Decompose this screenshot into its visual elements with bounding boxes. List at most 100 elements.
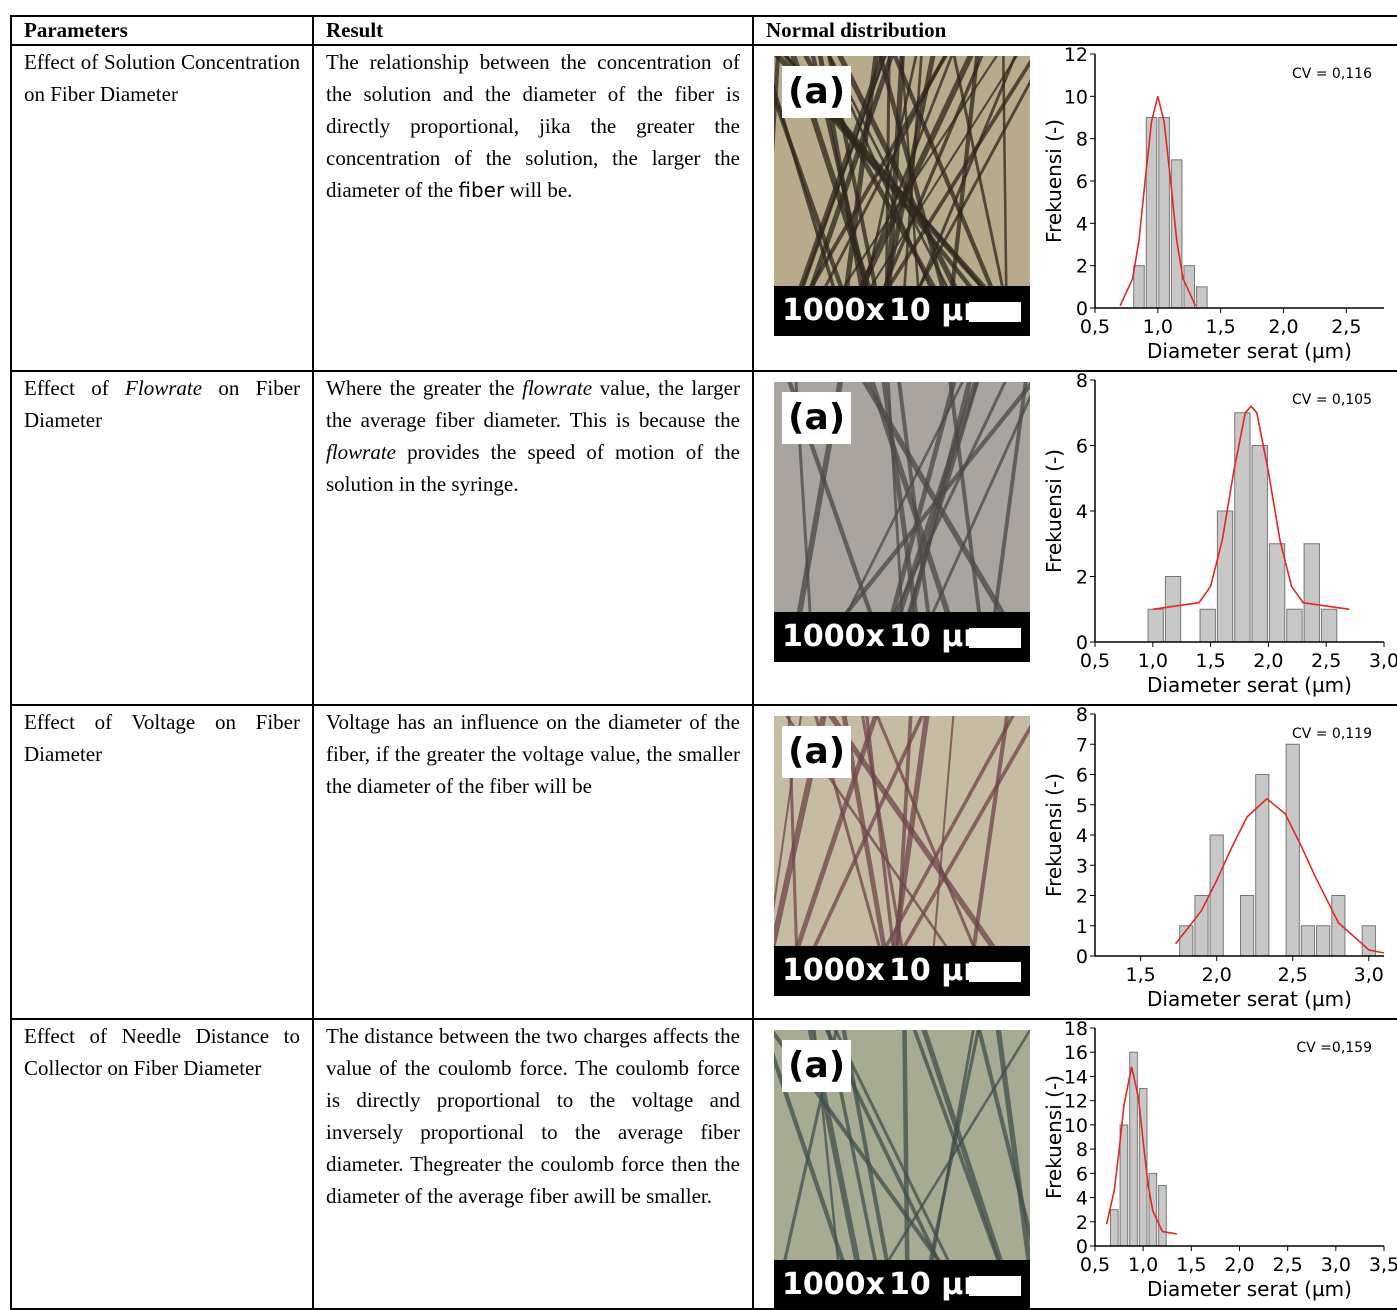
result-text: will be. (504, 178, 572, 202)
x-tick-label: 2,5 (1278, 964, 1308, 986)
bar (1252, 446, 1267, 643)
x-tick-label: 1,0 (1143, 316, 1173, 338)
scale-bar-strip: 1000x10 µm (774, 286, 1030, 336)
y-tick-label: 12 (1064, 46, 1088, 66)
y-tick-label: 8 (1076, 129, 1088, 151)
header: Normal distribution (753, 16, 1397, 45)
result-text: flowrate (326, 440, 396, 464)
bar (1130, 1052, 1138, 1246)
parameter-text: Effect of (24, 376, 125, 400)
x-tick-label: 1,5 (1206, 316, 1236, 338)
row: Effect of Needle Distance to Collector o… (11, 1019, 1397, 1309)
bar (1217, 511, 1232, 642)
bar (1195, 896, 1208, 957)
bar (1287, 609, 1302, 642)
x-tick-label: 1,0 (1128, 1254, 1158, 1276)
result-text: Where the greater the (326, 376, 522, 400)
result-cell: The relationship between the concentrati… (313, 45, 753, 371)
bar (1197, 287, 1208, 308)
y-tick-label: 8 (1076, 706, 1088, 726)
x-tick-label: 2,0 (1268, 316, 1298, 338)
magnification: 1000x (782, 286, 885, 336)
y-tick-label: 4 (1076, 213, 1088, 235)
y-tick-label: 2 (1076, 1212, 1088, 1234)
y-tick-label: 10 (1064, 1115, 1088, 1137)
x-axis-label: Diameter serat (µm) (1147, 339, 1352, 363)
x-tick-label: 2,5 (1331, 316, 1361, 338)
figure-cell: (a)1000x10 µm024680,51,01,52,02,53,0Diam… (753, 371, 1397, 705)
x-tick-label: 3,0 (1369, 650, 1397, 672)
bar (1321, 609, 1336, 642)
magnification: 1000x (782, 946, 885, 996)
magnification: 1000x (782, 612, 885, 662)
y-tick-label: 16 (1064, 1042, 1088, 1064)
bar (1165, 577, 1180, 643)
histogram: 0246810120,51,01,52,02,5Diameter serat (… (1039, 46, 1397, 370)
bar (1241, 896, 1254, 957)
x-tick-label: 1,5 (1195, 650, 1225, 672)
y-tick-label: 12 (1064, 1091, 1088, 1113)
y-tick-label: 1 (1076, 916, 1088, 938)
parameter-text: Effect of Voltage on Fiber Diameter (24, 710, 300, 766)
panel-label: (a) (782, 1040, 851, 1092)
y-tick-label: 8 (1076, 1139, 1088, 1161)
bar (1159, 118, 1170, 309)
parameter-text: Effect of Needle Distance to Collector o… (24, 1024, 300, 1080)
bar (1317, 926, 1330, 956)
x-tick-label: 2,0 (1202, 964, 1232, 986)
y-tick-label: 10 (1064, 86, 1088, 108)
x-tick-label: 0,5 (1080, 650, 1110, 672)
y-tick-label: 14 (1064, 1066, 1088, 1088)
y-tick-label: 6 (1076, 436, 1088, 458)
result-text: flowrate (522, 376, 592, 400)
row: Effect of Solution Concentration on Fibe… (11, 45, 1397, 371)
result-cell: Voltage has an influence on the diameter… (313, 705, 753, 1019)
panel-label: (a) (782, 66, 851, 118)
result-text: fiber (458, 178, 504, 202)
cv-annotation: CV =0,159 (1296, 1040, 1372, 1056)
result-text: The distance between the two charges aff… (326, 1024, 740, 1208)
scale-bar (969, 302, 1021, 322)
y-tick-label: 6 (1076, 171, 1088, 193)
x-tick-label: 2,0 (1253, 650, 1283, 672)
micrograph: (a)1000x10 µm (774, 716, 1030, 996)
x-tick-label: 3,5 (1369, 1254, 1397, 1276)
scale-bar (969, 1276, 1021, 1296)
x-tick-label: 2,0 (1224, 1254, 1254, 1276)
y-tick-label: 2 (1076, 886, 1088, 908)
parameter-cell: Effect of Solution Concentration on Fibe… (11, 45, 313, 371)
y-axis-label: Frekuensi (-) (1042, 1075, 1066, 1199)
y-tick-label: 3 (1076, 855, 1088, 877)
parameter-text: Flowrate (125, 376, 202, 400)
result-cell: The distance between the two charges aff… (313, 1019, 753, 1309)
x-tick-label: 3,0 (1354, 964, 1384, 986)
cv-annotation: CV = 0,105 (1292, 392, 1372, 408)
x-tick-label: 1,5 (1126, 964, 1156, 986)
y-axis-label: Frekuensi (-) (1042, 773, 1066, 897)
y-tick-label: 4 (1076, 825, 1088, 847)
parameter-cell: Effect of Flowrate on Fiber Diameter (11, 371, 313, 705)
x-axis-label: Diameter serat (µm) (1147, 673, 1352, 697)
y-tick-label: 5 (1076, 795, 1088, 817)
x-axis-label: Diameter serat (µm) (1147, 1277, 1352, 1301)
header: Result (313, 16, 753, 45)
y-tick-label: 2 (1076, 567, 1088, 589)
y-axis-label: Frekuensi (-) (1042, 119, 1066, 243)
parameter-cell: Effect of Voltage on Fiber Diameter (11, 705, 313, 1019)
y-tick-label: 0 (1076, 946, 1088, 968)
y-tick-label: 4 (1076, 501, 1088, 523)
y-tick-label: 6 (1076, 1163, 1088, 1185)
bar (1210, 835, 1223, 956)
x-tick-label: 2,5 (1273, 1254, 1303, 1276)
figure-cell: (a)1000x10 µm0246810120,51,01,52,02,5Dia… (753, 45, 1397, 371)
bar (1146, 118, 1157, 309)
bar (1235, 413, 1250, 642)
